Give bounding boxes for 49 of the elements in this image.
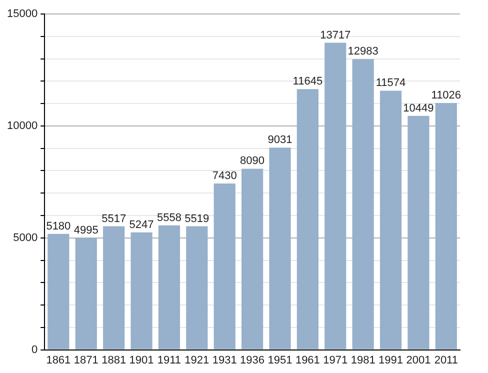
x-tick-label: 1931 — [212, 354, 237, 366]
data-label: 13717 — [320, 29, 351, 42]
data-label: 10449 — [403, 102, 434, 114]
x-tick-label: 1871 — [74, 354, 98, 366]
data-label: 11645 — [292, 76, 323, 88]
data-label: 5247 — [129, 218, 154, 231]
bar — [269, 148, 291, 350]
bar — [186, 226, 208, 350]
y-tick-label: 5000 — [13, 232, 38, 244]
x-tick-label: 1936 — [240, 354, 265, 366]
bar — [130, 232, 152, 350]
x-tick-label: 1991 — [378, 354, 404, 366]
data-label: 5558 — [156, 212, 182, 224]
data-label: 12983 — [348, 46, 378, 58]
data-label: 5180 — [46, 220, 71, 232]
x-tick-label: 1921 — [184, 354, 210, 366]
x-tick-label: 1901 — [129, 354, 154, 366]
x-tick-label: 1961 — [295, 354, 320, 366]
data-label: 7430 — [212, 170, 237, 182]
x-tick-label: 1911 — [157, 354, 182, 366]
data-label: 8090 — [240, 155, 265, 168]
data-label: 5517 — [102, 212, 126, 225]
bar — [380, 90, 402, 350]
bar — [435, 102, 457, 350]
data-label: 4995 — [74, 224, 98, 237]
bar — [75, 238, 97, 350]
x-tick-label: 2011 — [434, 354, 458, 366]
bar — [296, 89, 318, 350]
x-tick-label: 1951 — [268, 354, 292, 366]
bar — [352, 59, 374, 350]
x-tick-label: 1971 — [323, 354, 348, 366]
y-tick-label: 10000 — [6, 120, 38, 132]
y-tick-label: 15000 — [6, 8, 38, 20]
x-tick-label: 1881 — [102, 354, 126, 366]
bar — [158, 225, 180, 350]
bar — [103, 226, 125, 350]
x-tick-label: 1861 — [46, 354, 71, 366]
bar — [241, 168, 264, 350]
x-tick-label: 2001 — [406, 354, 431, 366]
data-label: 11574 — [376, 77, 406, 90]
data-label: 11026 — [431, 89, 462, 102]
bar — [324, 42, 346, 350]
data-label: 5519 — [184, 212, 210, 225]
data-label: 9031 — [268, 134, 292, 146]
bar — [214, 183, 236, 350]
bar — [48, 234, 70, 350]
x-tick-label: 1981 — [350, 354, 376, 366]
bar — [408, 116, 430, 350]
y-tick-label: 0 — [31, 344, 38, 356]
